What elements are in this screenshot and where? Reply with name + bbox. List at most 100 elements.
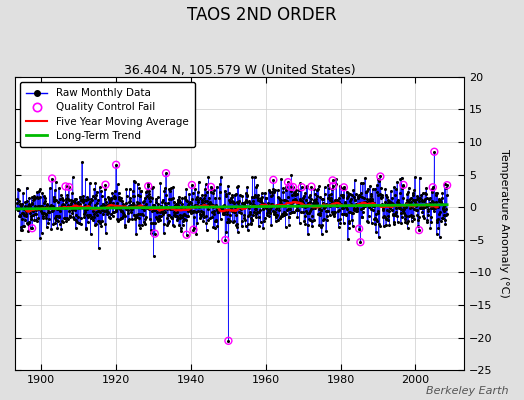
Point xyxy=(430,202,439,208)
Point xyxy=(436,198,445,205)
Point xyxy=(280,212,288,218)
Point xyxy=(29,212,37,218)
Point xyxy=(56,208,64,214)
Point xyxy=(435,211,443,217)
Point xyxy=(79,196,87,202)
Point xyxy=(421,190,429,196)
Point xyxy=(36,186,44,192)
Point xyxy=(373,189,381,196)
Point xyxy=(253,194,261,200)
Point xyxy=(394,199,402,205)
Point xyxy=(255,209,264,215)
Point xyxy=(433,204,442,210)
Point xyxy=(53,213,61,220)
Point xyxy=(392,209,400,215)
Point xyxy=(139,212,147,218)
Point xyxy=(59,201,68,207)
Point xyxy=(61,203,69,210)
Point xyxy=(309,204,317,210)
Point xyxy=(182,232,191,238)
Point xyxy=(31,203,39,210)
Point xyxy=(42,212,50,218)
Point xyxy=(320,216,329,222)
Point xyxy=(226,199,234,206)
Point xyxy=(312,198,320,205)
Point xyxy=(203,188,211,195)
Point xyxy=(326,200,335,207)
Point xyxy=(367,219,376,226)
Point xyxy=(422,184,430,191)
Point xyxy=(269,186,277,192)
Point xyxy=(233,184,242,191)
Point xyxy=(351,197,359,204)
Point xyxy=(356,180,365,187)
Point xyxy=(198,211,206,218)
Point xyxy=(155,206,163,212)
Point xyxy=(432,191,440,198)
Point xyxy=(282,184,290,190)
Point xyxy=(437,201,445,207)
Point xyxy=(256,218,265,225)
Point xyxy=(289,197,297,204)
Point xyxy=(325,202,334,209)
Point xyxy=(171,212,179,219)
Point xyxy=(361,200,369,206)
Point xyxy=(15,213,24,219)
Point xyxy=(86,180,94,186)
Point xyxy=(289,209,298,215)
Point xyxy=(403,197,412,204)
Point xyxy=(49,203,57,209)
Point xyxy=(107,194,115,201)
Point xyxy=(361,203,369,209)
Point xyxy=(40,210,49,216)
Point xyxy=(151,196,160,202)
Point xyxy=(225,212,234,218)
Point xyxy=(414,195,423,201)
Point xyxy=(205,201,213,208)
Point xyxy=(212,218,220,224)
Point xyxy=(370,221,379,227)
Point xyxy=(28,225,36,232)
Point xyxy=(150,206,158,212)
Point xyxy=(221,207,229,213)
Point xyxy=(230,208,238,215)
Point xyxy=(105,203,114,210)
Point xyxy=(253,182,261,188)
Point xyxy=(364,218,372,225)
Point xyxy=(25,201,33,208)
Point xyxy=(183,213,191,219)
Point xyxy=(281,197,289,204)
Point xyxy=(345,220,354,226)
Point xyxy=(339,205,347,212)
Point xyxy=(384,196,392,203)
Point xyxy=(405,185,413,191)
Point xyxy=(90,214,98,220)
Point xyxy=(396,190,404,196)
Point xyxy=(365,198,374,204)
Point xyxy=(299,200,307,207)
Point xyxy=(130,179,139,185)
Point xyxy=(127,205,136,212)
Point xyxy=(106,214,115,221)
Point xyxy=(135,200,143,206)
Point xyxy=(305,194,313,200)
Point xyxy=(100,207,108,214)
Point xyxy=(98,207,106,213)
Point xyxy=(217,204,225,211)
Point xyxy=(175,222,183,228)
Point xyxy=(194,178,203,185)
Point xyxy=(177,228,185,234)
Point xyxy=(186,207,194,214)
Point xyxy=(395,203,403,210)
Point xyxy=(45,209,53,215)
Point xyxy=(411,200,420,207)
Point xyxy=(214,209,222,215)
Point xyxy=(168,215,176,221)
Point xyxy=(290,192,299,198)
Point xyxy=(203,206,212,212)
Point xyxy=(373,218,381,224)
Point xyxy=(369,200,378,206)
Point xyxy=(117,208,126,214)
Point xyxy=(197,202,205,208)
Point xyxy=(115,196,124,202)
